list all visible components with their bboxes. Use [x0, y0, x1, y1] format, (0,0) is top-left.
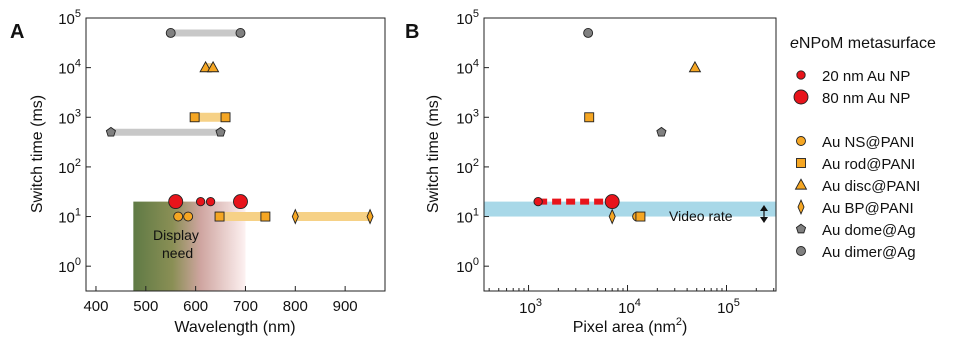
legend-marker-au-dome-ag: [795, 223, 807, 234]
legend-marker-au-rod-pani: [796, 158, 806, 168]
point-au-bp-pani: [366, 208, 374, 225]
point-au-dimer-ag: [235, 27, 246, 38]
y-tick-label-a: 102: [58, 157, 81, 177]
y-tick-label-b: 102: [456, 157, 479, 177]
legend-title: eNPoM metasurface: [790, 35, 936, 52]
point-au-rod-pani: [220, 112, 231, 123]
video-rate-band: [484, 201, 776, 217]
display-need-label: Display: [153, 227, 199, 243]
legend: eNPoM metasurface 20 nm Au NP 80 nm Au NP…: [790, 35, 936, 261]
legend-label-20-nm-au-np: 20 nm Au NP: [822, 68, 910, 85]
y-axis-label-a: Switch time (ms): [29, 95, 46, 213]
point-au-ns-pani: [173, 211, 184, 222]
y-tick-label-a: 105: [58, 8, 81, 28]
legend-marker-80-nm-au-np: [793, 89, 809, 105]
panel-a: A 400 500 600 700 800 900 100 101 102 103 104 105 D…: [10, 8, 386, 336]
x-tick-label-a: 800: [283, 298, 308, 315]
legend-marker-au-bp-pani: [797, 198, 805, 216]
legend-label-au-rod-pani: Au rod@PANI: [822, 156, 915, 173]
point-au-rod-pani: [189, 112, 200, 123]
point-80-nm-au-np: [168, 194, 184, 210]
legend-marker-20-nm-au-np: [796, 70, 806, 80]
video-rate-label: Video rate: [669, 208, 733, 224]
point-au-dome-ag: [215, 126, 226, 137]
y-tick-label-a: 100: [58, 256, 81, 276]
point-au-bp-pani: [291, 208, 299, 225]
point-20-nm-au-np: [205, 196, 216, 207]
y-tick-label-b: 104: [456, 58, 479, 78]
point-au-rod-pani: [635, 211, 646, 222]
x-tick-label-a: 500: [133, 298, 158, 315]
legend-label-au-dome-ag: Au dome@Ag: [822, 222, 916, 239]
point-au-dome-ag: [656, 126, 667, 137]
legend-label-au-disc-pani: Au disc@PANI: [822, 178, 920, 195]
point-20-nm-au-np: [195, 196, 206, 207]
y-axis-label-b: Switch time (ms): [425, 95, 442, 213]
legend-label-80-nm-au-np: 80 nm Au NP: [822, 90, 910, 107]
point-au-rod-pani: [260, 211, 271, 222]
point-au-ns-pani: [183, 211, 194, 222]
video-rate-arrow: [760, 205, 768, 223]
y-tick-label-b: 103: [456, 107, 479, 127]
point-au-disc-pani: [688, 60, 702, 73]
legend-label-au-ns-pani: Au NS@PANI: [822, 134, 914, 151]
legend-marker-au-disc-pani: [794, 178, 808, 190]
point-au-disc-pani: [199, 60, 212, 73]
point-80-nm-au-np: [233, 194, 248, 210]
y-tick-label-a: 101: [58, 207, 81, 227]
point-au-rod-pani: [584, 112, 595, 123]
x-tick-label-a: 700: [233, 298, 258, 315]
point-au-dimer-ag: [583, 27, 594, 38]
point-au-disc-pani: [206, 60, 220, 73]
x-tick-label-b: 104: [618, 297, 641, 317]
y-tick-label-b: 100: [456, 256, 479, 276]
point-au-dimer-ag: [165, 27, 176, 38]
x-tick-label-b: 105: [717, 297, 740, 317]
display-need-label-2: need: [162, 245, 193, 261]
point-au-bp-pani: [608, 208, 616, 225]
x-tick-label-a: 600: [183, 298, 208, 315]
y-tick-label-b: 105: [456, 8, 479, 28]
panel-b: B 103 104 105 100 101 102 103 104 105 Video rate…: [405, 8, 777, 336]
legend-marker-au-dimer-ag: [796, 246, 806, 256]
point-80-nm-au-np: [604, 194, 620, 210]
plot-frame-b: [483, 17, 777, 292]
legend-label-au-bp-pani: Au BP@PANI: [822, 200, 914, 217]
point-20-nm-au-np: [533, 196, 543, 207]
x-tick-label-b: 103: [519, 297, 542, 317]
panel-label-b: B: [405, 21, 419, 43]
legend-label-au-dimer-ag: Au dimer@Ag: [822, 244, 916, 261]
panel-label-a: A: [10, 21, 24, 43]
x-axis-label-b: Pixel area (nm2): [573, 316, 688, 336]
plot-frame-a: [85, 17, 386, 292]
x-axis-label-a: Wavelength (nm): [174, 319, 295, 336]
y-tick-label-b: 101: [456, 207, 479, 227]
point-au-rod-pani: [214, 211, 225, 222]
point-au-dome-ag: [105, 126, 117, 137]
x-tick-label-a: 400: [83, 298, 108, 315]
legend-marker-au-ns-pani: [796, 136, 806, 146]
y-tick-label-a: 104: [58, 58, 81, 78]
y-tick-label-a: 103: [58, 107, 81, 127]
x-tick-label-a: 900: [333, 298, 358, 315]
